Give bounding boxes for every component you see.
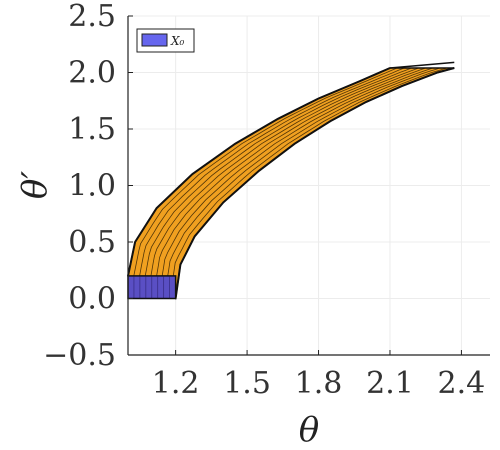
tube-edge-5 [148, 67, 419, 286]
tube-edge-4 [154, 67, 426, 289]
x-tick-label-4: 2.4 [438, 366, 486, 401]
y-tick-label-4: 1.5 [68, 112, 116, 147]
y-tick-label-5: 2.0 [68, 56, 116, 91]
tube-edge-2 [164, 67, 441, 294]
y-tick-label-1: 0.0 [68, 282, 116, 317]
tube-outer-boundary [127, 67, 391, 277]
y-tick-label-6: 2.5 [68, 0, 116, 34]
legend-swatch-x0 [141, 33, 168, 47]
legend: X₀ [136, 28, 195, 53]
y-ticks: −0.5 0.0 0.5 1.0 1.5 2.0 2.5 [43, 0, 133, 373]
y-tick-label-0: −0.5 [43, 338, 116, 373]
x-tick-label-1: 1.5 [223, 366, 271, 401]
x-tick-label-2: 1.8 [295, 366, 343, 401]
x-tick-label-0: 1.2 [152, 366, 200, 401]
tube-edge-1 [169, 67, 448, 297]
legend-label-x0: X₀ [170, 34, 185, 48]
tube-inner-boundary [174, 67, 455, 299]
y-axis-label: θ′ [15, 171, 55, 199]
y-tick-label-3: 1.0 [68, 169, 116, 204]
x-tick-label-3: 2.1 [366, 366, 414, 401]
tube-edge-8 [132, 67, 398, 279]
x-ticks: 1.2 1.5 1.8 2.1 2.4 [152, 350, 486, 401]
tube-edge-3 [159, 67, 433, 292]
y-tick-label-2: 0.5 [68, 225, 116, 260]
reach-tube-area [127, 67, 455, 300]
tube-edge-7 [138, 67, 405, 281]
tube-edge-6 [143, 67, 412, 284]
x-axis-label: θ [299, 410, 319, 450]
tube-end-cap [389, 61, 455, 69]
initial-set-region [127, 275, 177, 300]
reach-tube [127, 61, 455, 300]
